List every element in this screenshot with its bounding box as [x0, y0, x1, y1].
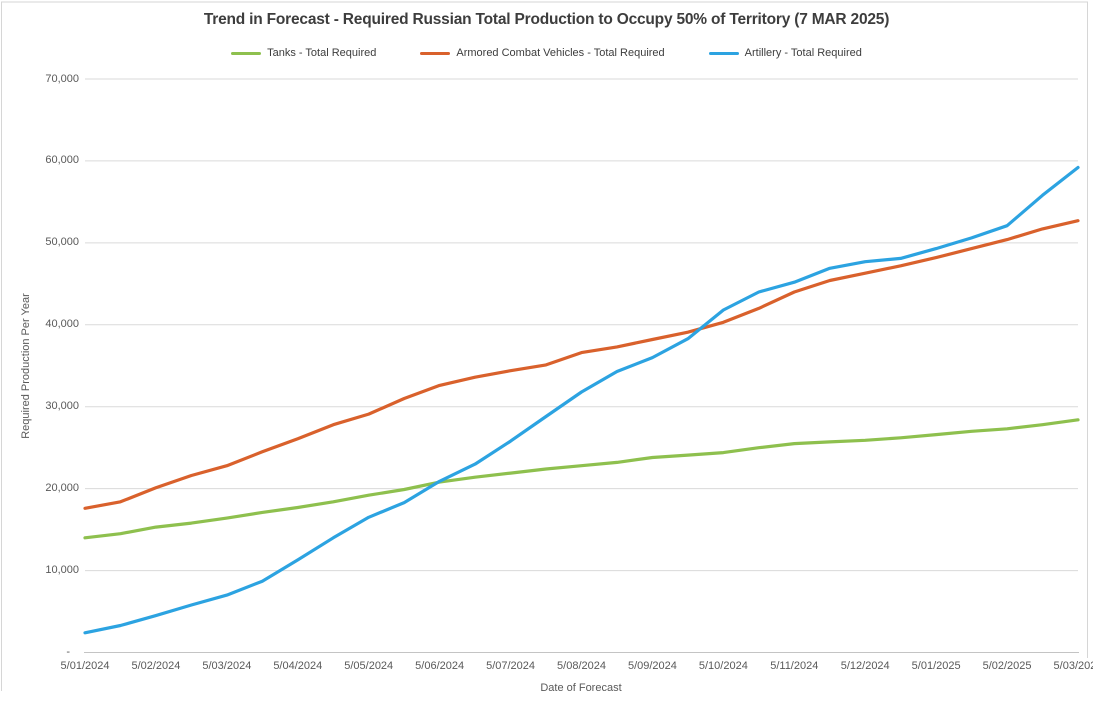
legend-item-tanks[interactable]: Tanks - Total Required [231, 47, 376, 59]
y-tick-label: 10,000 [45, 564, 79, 577]
legend-label: Tanks - Total Required [267, 47, 377, 59]
y-tick-label: 30,000 [45, 400, 79, 413]
legend-item-armored[interactable]: Armored Combat Vehicles - Total Required [420, 47, 665, 59]
x-tick-label: 5/01/2024 [60, 660, 110, 672]
y-axis-title: Required Production Per Year [20, 293, 32, 439]
x-tick-label: 5/03/2025 [1053, 660, 1093, 672]
legend-label: Artillery - Total Required [744, 47, 862, 59]
x-tick-label: 5/09/2024 [627, 660, 677, 672]
legend-item-artillery[interactable]: Artillery - Total Required [708, 47, 862, 59]
series-line-tanks[interactable] [83, 418, 1080, 540]
x-tick-label: 5/12/2024 [840, 660, 890, 672]
x-tick-label: 5/02/2025 [982, 660, 1032, 672]
x-tick-label: 5/01/2025 [911, 660, 961, 672]
x-tick-label: 5/07/2024 [486, 660, 536, 672]
series-line-artillery[interactable] [83, 165, 1080, 635]
y-tick-label: 60,000 [45, 154, 79, 167]
x-tick-label: 5/10/2024 [698, 660, 748, 672]
x-tick-label: 5/02/2024 [131, 660, 181, 672]
legend-line-swatch [231, 51, 262, 55]
x-tick-label: 5/05/2024 [344, 660, 394, 672]
legend: Tanks - Total Required Armored Combat Veh… [0, 45, 1093, 61]
x-axis-title: Date of Forecast [540, 682, 622, 694]
x-tick-label: 5/03/2024 [202, 660, 252, 672]
legend-line-swatch [420, 51, 451, 55]
legend-label: Armored Combat Vehicles - Total Required [456, 47, 665, 59]
series-line-armored[interactable] [83, 219, 1080, 510]
y-tick-label: 70,000 [45, 72, 79, 85]
x-tick-label: 5/06/2024 [415, 660, 465, 672]
y-tick-label: 40,000 [45, 318, 79, 331]
x-tick-label: 5/04/2024 [273, 660, 323, 672]
x-tick-label: 5/08/2024 [557, 660, 606, 672]
legend-line-swatch [708, 51, 739, 55]
x-tick-label: 5/11/2024 [770, 660, 819, 672]
y-tick-label: - [66, 646, 70, 658]
chart-title: Trend in Forecast - Required Russian Tot… [203, 11, 890, 28]
y-tick-label: 20,000 [45, 482, 79, 495]
y-tick-label: 50,000 [45, 236, 79, 249]
